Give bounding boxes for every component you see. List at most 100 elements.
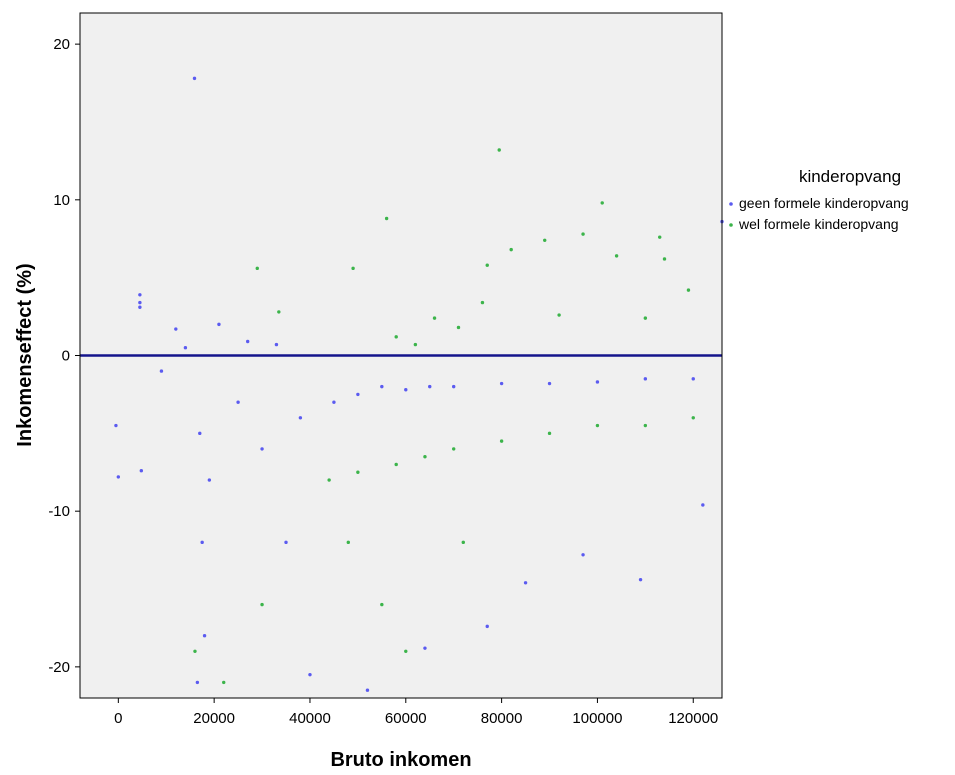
data-point-wel [595,423,600,428]
data-point-wel [581,232,585,236]
x-tick-label: 120000 [668,710,718,727]
data-point-geen [195,680,200,685]
x-tick-label: 0 [114,710,122,727]
x-tick-label: 100000 [572,710,622,727]
data-point-wel [452,447,456,451]
y-axis: -20 -10 0 10 20 [48,36,80,676]
data-point-wel [356,470,360,474]
y-axis-title: Inkomenseffect (%) [14,263,36,446]
data-point-geen [138,300,142,305]
data-point-geen [691,377,695,381]
data-point-geen [183,346,188,350]
data-point-wel [277,310,281,314]
data-point-wel [394,335,398,339]
data-point-wel [499,439,504,443]
data-point-wel [260,602,264,607]
data-point-wel [255,266,259,271]
data-point-geen [200,540,204,545]
data-point-wel [658,235,662,239]
data-point-geen [423,646,427,650]
data-point-geen [404,388,408,392]
data-point-wel [485,263,489,267]
data-point-geen [192,76,197,81]
data-point-wel [547,431,552,436]
data-point-geen [547,381,552,386]
data-point-geen [116,475,121,479]
data-point-geen [236,400,240,404]
data-point-geen [139,469,144,473]
data-point-geen [174,327,178,331]
legend-marker [729,223,733,227]
data-point-wel [351,266,355,271]
data-point-geen [298,416,303,420]
data-point-geen [380,384,384,389]
data-point-wel [691,416,695,420]
data-point-wel [643,423,648,428]
data-point-geen [217,322,221,327]
y-tick-label: 10 [53,192,70,209]
data-point-wel [614,254,619,258]
data-point-geen [260,447,264,451]
data-point-wel [497,148,501,152]
data-point-geen [332,400,336,404]
data-point-geen [701,503,705,507]
x-tick-label: 40000 [289,710,331,727]
data-point-geen [581,553,585,557]
legend-title: kinderopvang [799,167,901,186]
x-tick-label: 80000 [481,710,523,727]
x-tick-label: 60000 [385,710,427,727]
data-point-geen [138,293,142,297]
data-point-wel [480,300,485,305]
data-point-wel [327,478,331,482]
data-point-geen [245,339,250,344]
y-tick-label: 20 [53,36,70,53]
data-point-geen [284,540,288,545]
legend: kinderopvang geen formele kinderopvang we… [729,167,909,232]
data-point-geen [138,305,142,309]
data-point-geen [365,688,370,692]
data-point-wel [384,216,389,221]
y-tick-label: -20 [48,659,70,676]
data-point-wel [380,602,384,607]
legend-marker [729,202,733,206]
data-point-geen [499,381,504,386]
data-point-wel [413,342,418,347]
data-point-wel [222,680,226,685]
data-point-geen [643,377,648,381]
data-point-geen [485,624,489,629]
x-tick-label: 20000 [193,710,235,727]
data-point-wel [686,288,691,292]
data-point-wel [193,649,197,653]
x-axis-title: Bruto inkomen [330,749,471,771]
data-point-wel [346,540,350,545]
data-point-geen [452,384,456,389]
legend-label: geen formele kinderopvang [739,195,909,211]
data-point-geen [638,577,643,582]
y-tick-label: -10 [48,503,70,520]
data-point-wel [461,540,465,545]
data-point-geen [159,369,164,373]
data-point-wel [600,201,604,205]
data-point-geen [356,392,360,397]
data-point-wel [423,454,427,459]
data-point-wel [509,247,513,252]
data-point-geen [308,672,312,677]
y-tick-label: 0 [62,348,70,365]
data-point-geen [595,380,600,384]
data-point-geen [114,423,118,428]
data-point-geen [428,384,432,389]
data-point-wel [662,257,667,261]
x-axis: 0 20000 40000 60000 80000 100000 120000 [114,698,718,727]
data-point-wel [643,316,648,320]
data-point-wel [404,649,408,653]
legend-label: wel formele kinderopvang [738,216,899,232]
data-point-geen [523,581,528,585]
data-point-wel [456,325,461,330]
data-point-wel [557,313,561,317]
data-point-geen [274,342,279,347]
data-point-wel [543,238,547,242]
data-point-wel [432,316,437,320]
data-points [114,76,724,692]
data-point-geen [202,634,207,638]
